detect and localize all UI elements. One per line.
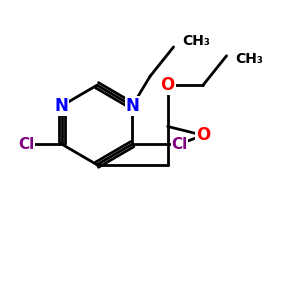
Text: CH₃: CH₃: [236, 52, 263, 66]
Text: N: N: [125, 97, 139, 115]
Text: N: N: [55, 97, 69, 115]
Text: CH₃: CH₃: [182, 34, 210, 48]
Text: O: O: [160, 76, 175, 94]
Text: Cl: Cl: [171, 136, 188, 152]
Text: Cl: Cl: [18, 136, 34, 152]
Text: O: O: [196, 126, 210, 144]
